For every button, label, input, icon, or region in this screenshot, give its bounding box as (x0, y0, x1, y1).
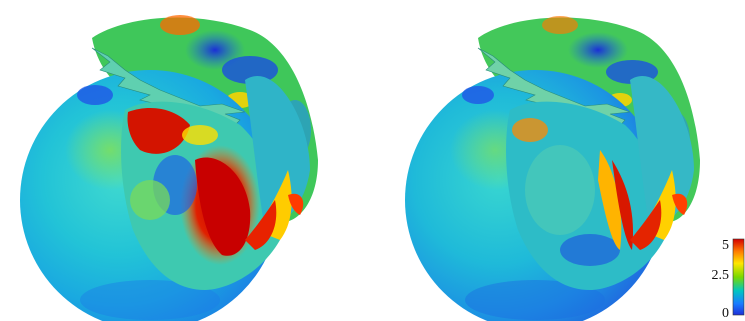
colorbar-gradient (732, 238, 745, 316)
colorbar: 5 2.5 0 (712, 238, 745, 321)
colorbar-label-min: 0 (722, 306, 729, 321)
left-side-lobe (245, 76, 310, 230)
left-valve-render (20, 15, 318, 321)
right-side-lobe (630, 76, 694, 230)
colorbar-label-mid: 2.5 (712, 268, 730, 283)
right-valve-render (405, 16, 700, 321)
colorbar-label-max: 5 (722, 238, 729, 253)
